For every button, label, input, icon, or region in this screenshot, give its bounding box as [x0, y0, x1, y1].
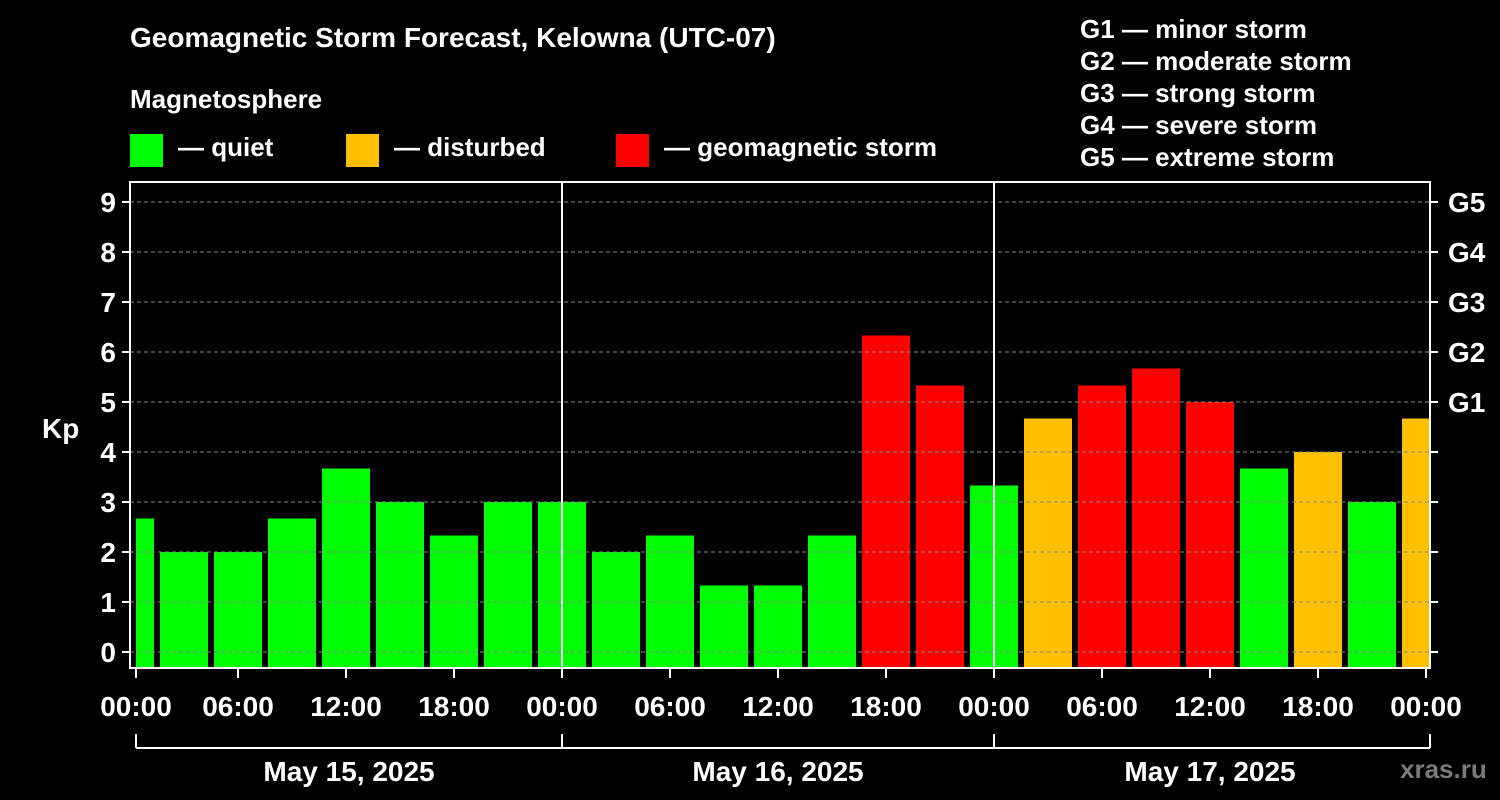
y-tick-label: 2	[100, 537, 116, 568]
y-tick-label: 5	[100, 387, 116, 418]
g-scale-g1: G1 — minor storm	[1080, 14, 1307, 44]
legend-label-storm: — geomagnetic storm	[664, 132, 938, 162]
g-axis-label: G3	[1448, 287, 1485, 318]
y-tick-label: 1	[100, 587, 116, 618]
y-tick-label: 4	[100, 437, 116, 468]
bar	[1402, 418, 1430, 668]
x-tick-label: 18:00	[850, 691, 922, 722]
y-axis-title: Kp	[42, 413, 79, 444]
x-tick-label: 06:00	[634, 691, 706, 722]
x-tick-label: 00:00	[958, 691, 1030, 722]
date-label: May 15, 2025	[263, 756, 434, 787]
x-tick-label: 06:00	[202, 691, 274, 722]
x-tick-label: 18:00	[1282, 691, 1354, 722]
legend-label-quiet: — quiet	[178, 132, 274, 162]
g-scale-g5: G5 — extreme storm	[1080, 142, 1335, 172]
bar	[1294, 452, 1342, 668]
bar	[1186, 402, 1234, 668]
x-tick-label: 00:00	[1390, 691, 1462, 722]
magnetosphere-label: Magnetosphere	[130, 84, 323, 114]
date-label: May 17, 2025	[1124, 756, 1295, 787]
legend-swatch-storm	[616, 134, 649, 167]
bar	[592, 552, 640, 668]
y-tick-label: 8	[100, 237, 116, 268]
bar	[1132, 368, 1180, 668]
bar	[916, 385, 964, 668]
bar	[160, 552, 208, 668]
bar	[484, 502, 532, 668]
y-tick-label: 9	[100, 187, 116, 218]
x-tick-label: 12:00	[310, 691, 382, 722]
g-scale-g4: G4 — severe storm	[1080, 110, 1318, 140]
bar	[1024, 418, 1072, 668]
y-tick-label: 6	[100, 337, 116, 368]
bar	[700, 585, 748, 668]
x-tick-label: 00:00	[100, 691, 172, 722]
g-axis-label: G2	[1448, 337, 1485, 368]
watermark: xras.ru	[1400, 754, 1487, 784]
bar	[376, 502, 424, 668]
chart-title: Geomagnetic Storm Forecast, Kelowna (UTC…	[130, 22, 776, 53]
g-scale-g2: G2 — moderate storm	[1080, 46, 1352, 76]
legend-label-disturbed: — disturbed	[394, 132, 546, 162]
bar	[214, 552, 262, 668]
g-scale-g3: G3 — strong storm	[1080, 78, 1316, 108]
x-tick-label: 12:00	[742, 691, 814, 722]
bar	[322, 468, 370, 668]
bar	[268, 518, 316, 668]
bar	[1240, 468, 1288, 668]
y-tick-label: 3	[100, 487, 116, 518]
bar	[754, 585, 802, 668]
bar	[1348, 502, 1396, 668]
bar	[1078, 385, 1126, 668]
legend-swatch-quiet	[130, 134, 163, 167]
g-axis-label: G5	[1448, 187, 1485, 218]
y-tick-label: 7	[100, 287, 116, 318]
g-axis-label: G1	[1448, 387, 1485, 418]
legend-swatch-disturbed	[346, 134, 379, 167]
y-tick-label: 0	[100, 637, 116, 668]
x-tick-label: 06:00	[1066, 691, 1138, 722]
plot-frame	[129, 181, 1431, 669]
x-tick-label: 12:00	[1174, 691, 1246, 722]
g-axis-label: G4	[1448, 237, 1486, 268]
x-tick-label: 00:00	[526, 691, 598, 722]
bar	[136, 518, 154, 668]
date-label: May 16, 2025	[692, 756, 863, 787]
x-tick-label: 18:00	[418, 691, 490, 722]
